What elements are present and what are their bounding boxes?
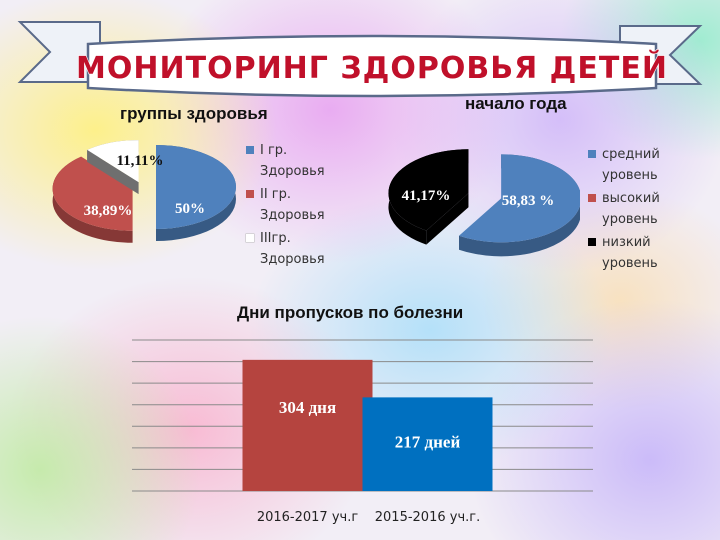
pie1-data-label-1: 38,89%	[84, 203, 133, 219]
legend-label: I гр. Здоровья	[260, 143, 325, 179]
pie1-slice-2	[87, 140, 139, 195]
banner-left-tail	[17, 21, 101, 83]
pie2-data-label-2: 41,17%	[402, 188, 451, 204]
pie1-slice-1	[52, 156, 133, 243]
pie2-slice-2	[388, 149, 469, 245]
pie2-legend: средний уровень высокий уровень низкий уровен…	[588, 144, 698, 276]
bar-chart: 304 дня 2016-2017 уч.г 217 дней 2015-2016 у…	[132, 339, 593, 525]
pie1-legend: I гр. Здоровья II гр. Здоровья IIIгр. Здоровь…	[246, 140, 356, 272]
banner-title: МОНИТОРИНГ ЗДОРОВЬЯ ДЕТЕЙ	[76, 50, 668, 86]
pie1-slice-2-face	[87, 149, 139, 195]
legend-label: высокий уровень	[602, 191, 660, 227]
legend-swatch	[588, 238, 596, 246]
bar-data-label-1: 217 дней	[395, 432, 461, 451]
legend-swatch	[588, 150, 596, 158]
legend-label: низкий уровень	[602, 235, 658, 271]
pie1-legend-item-0: I гр. Здоровья	[246, 140, 356, 182]
legend-label: средний уровень	[602, 147, 660, 183]
bar-category-label-0: 2016-2017 уч.г	[257, 510, 358, 525]
pie1-slice-1-side	[52, 156, 133, 243]
pie1-chart: 50% 38,89% 11,11%	[52, 140, 236, 243]
legend-swatch	[246, 190, 254, 198]
bar-0	[242, 359, 373, 491]
pie2-slice-2-top	[388, 149, 469, 231]
pie1-title: группы здоровья	[120, 104, 268, 123]
pie2-legend-item-0: средний уровень	[588, 144, 698, 186]
bar-category-label-1: 2015-2016 уч.г.	[375, 510, 480, 525]
pie1-data-label-2: 11,11%	[116, 153, 163, 169]
pie1-slice-2-top	[87, 140, 139, 183]
pie2-slice-0-top	[459, 154, 580, 243]
pie1-slice-0	[156, 145, 236, 241]
bar-data-label-0: 304 дня	[279, 398, 336, 417]
pie2-legend-item-2: низкий уровень	[588, 232, 698, 274]
pie2-title: начало года	[465, 94, 567, 113]
bar-title: Дни пропусков по болезни	[237, 303, 464, 322]
legend-label: II гр. Здоровья	[260, 187, 325, 223]
pie1-slice-1-top	[52, 156, 133, 231]
pie1-legend-item-1: II гр. Здоровья	[246, 184, 356, 226]
title-banner: МОНИТОРИНГ ЗДОРОВЬЯ ДЕТЕЙ	[17, 21, 703, 98]
legend-swatch	[246, 234, 254, 242]
legend-swatch	[246, 146, 254, 154]
pie2-slice-0-side	[459, 154, 580, 257]
pie1-slice-0-top	[156, 145, 236, 229]
legend-swatch	[588, 194, 596, 202]
legend-label: IIIгр. Здоровья	[260, 231, 325, 267]
pie1-legend-item-2: IIIгр. Здоровья	[246, 228, 356, 270]
banner-ribbon	[86, 34, 658, 98]
pie2-slice-2-face	[426, 193, 469, 245]
pie1-data-label-0: 50%	[175, 201, 205, 217]
pie2-legend-item-1: высокий уровень	[588, 188, 698, 230]
pie2-slice-0	[459, 154, 580, 257]
pie2-chart: 58,83 % 41,17%	[388, 149, 580, 257]
pie2-data-label-0: 58,83 %	[502, 193, 555, 209]
bar-1	[362, 397, 493, 491]
